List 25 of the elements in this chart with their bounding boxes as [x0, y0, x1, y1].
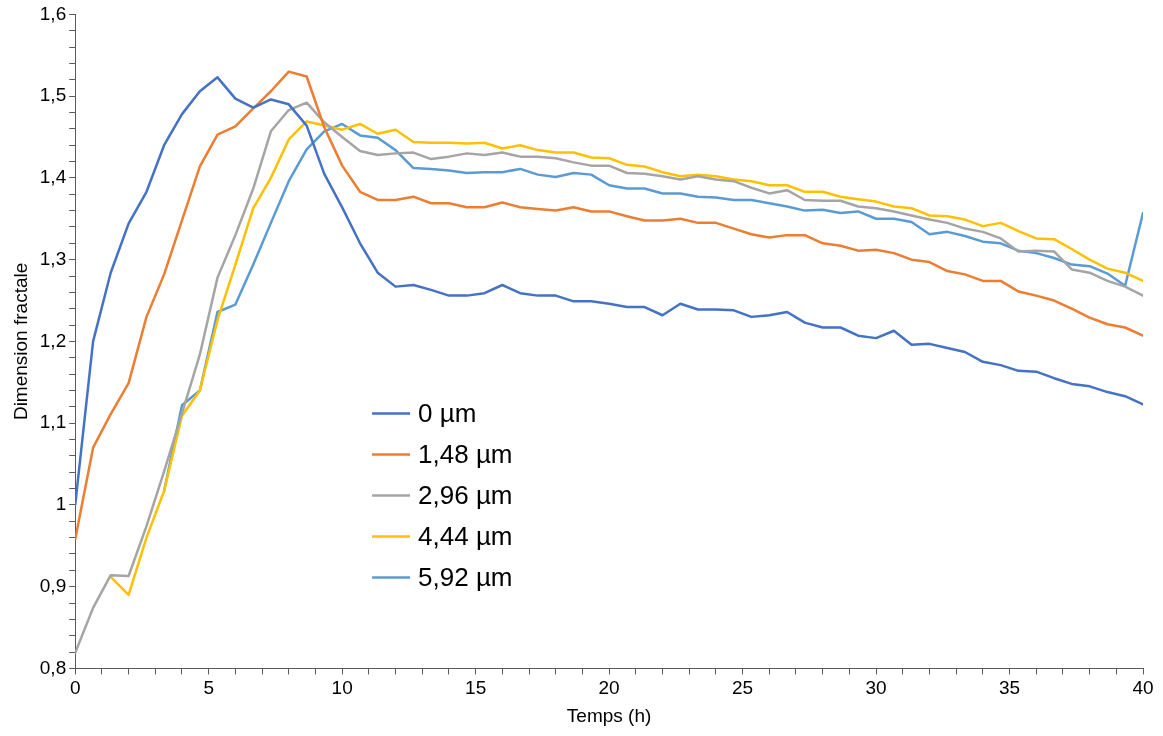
- y-tick-label: 0,8: [39, 656, 67, 678]
- legend-label: 5,92 µm: [418, 561, 513, 592]
- legend-label: 1,48 µm: [418, 438, 513, 469]
- x-tick-label: 30: [865, 677, 887, 699]
- y-tick-label: 1,6: [39, 2, 67, 24]
- x-tick-label: 5: [203, 677, 214, 699]
- legend-label: 0 µm: [418, 397, 477, 428]
- x-tick-label: 20: [598, 677, 620, 699]
- y-tick-label: 1,4: [39, 166, 67, 188]
- x-tick-label: 0: [69, 677, 81, 699]
- y-tick-label: 1,5: [39, 84, 67, 106]
- x-tick-label: 40: [1132, 677, 1154, 699]
- y-tick-label: 1,2: [39, 329, 67, 351]
- y-axis-title: Dimension fractale: [9, 262, 31, 421]
- x-axis-title: Temps (h): [566, 704, 652, 726]
- x-tick-label: 35: [998, 677, 1021, 699]
- y-tick-label: 1,1: [39, 411, 67, 433]
- y-tick-label: 1: [55, 493, 67, 515]
- x-tick-label: 25: [732, 677, 754, 699]
- y-tick-label: 0,9: [39, 574, 67, 596]
- y-tick-label: 1,3: [39, 247, 67, 269]
- legend-label: 2,96 µm: [418, 479, 513, 510]
- x-tick-label: 10: [331, 677, 353, 699]
- x-tick-label: 15: [465, 677, 487, 699]
- legend-label: 4,44 µm: [418, 520, 513, 551]
